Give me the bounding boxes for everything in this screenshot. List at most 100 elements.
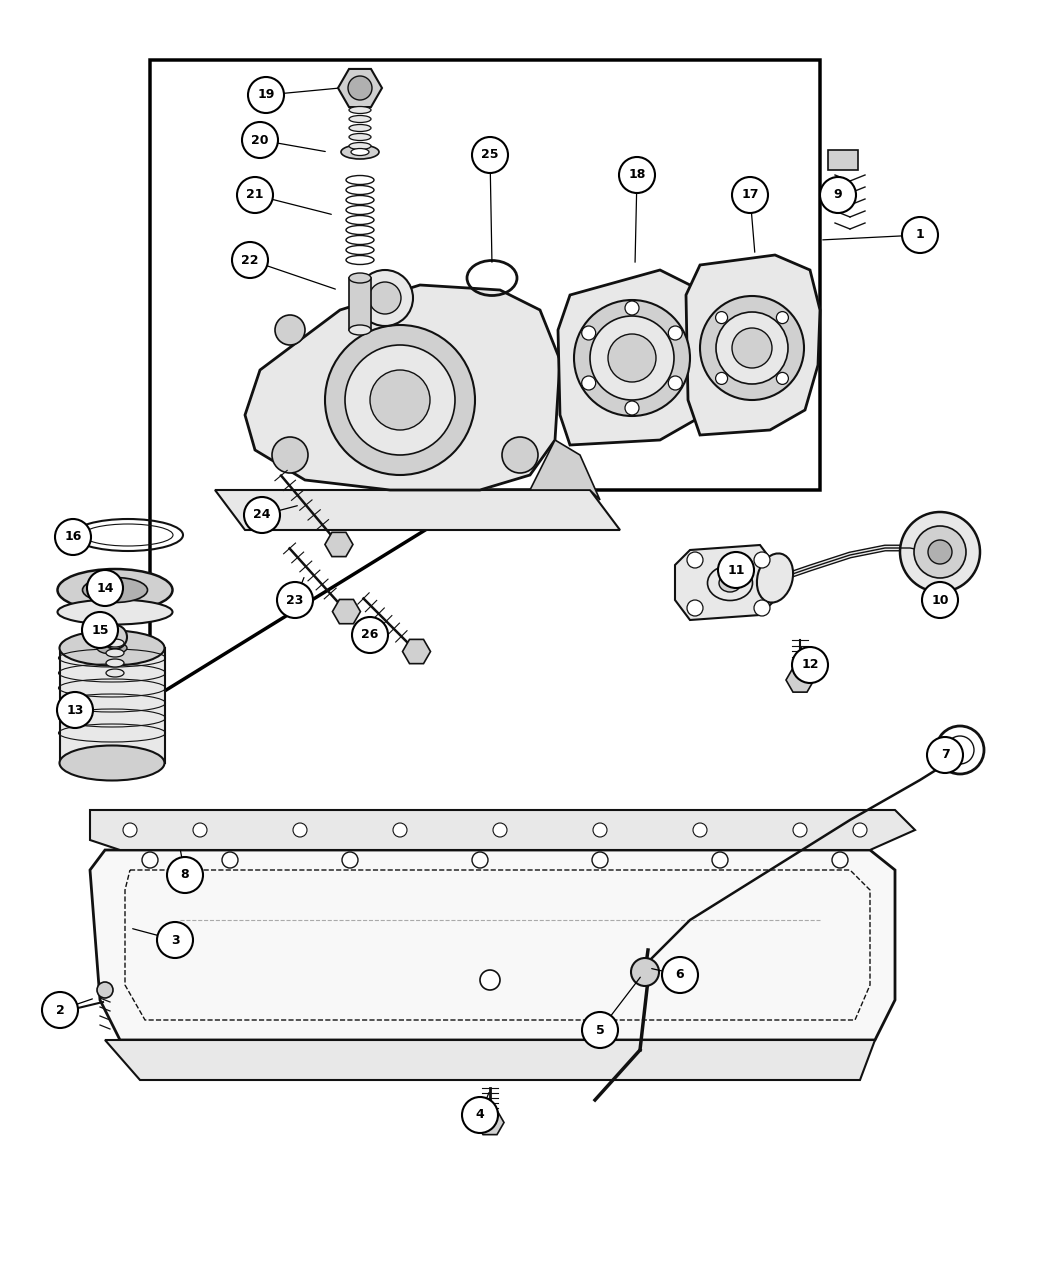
Ellipse shape bbox=[349, 325, 371, 335]
Circle shape bbox=[574, 300, 690, 416]
Circle shape bbox=[776, 372, 789, 384]
Ellipse shape bbox=[757, 553, 793, 603]
Circle shape bbox=[222, 852, 238, 868]
Circle shape bbox=[716, 372, 728, 384]
Ellipse shape bbox=[351, 148, 369, 156]
Circle shape bbox=[716, 312, 788, 384]
Circle shape bbox=[590, 316, 674, 400]
Circle shape bbox=[927, 737, 963, 773]
Circle shape bbox=[494, 822, 507, 836]
Text: 23: 23 bbox=[287, 593, 303, 607]
Ellipse shape bbox=[60, 631, 165, 666]
Ellipse shape bbox=[106, 639, 124, 646]
Circle shape bbox=[582, 376, 595, 390]
Circle shape bbox=[718, 552, 754, 588]
Ellipse shape bbox=[58, 569, 172, 611]
Circle shape bbox=[123, 822, 136, 836]
Circle shape bbox=[472, 136, 508, 173]
Polygon shape bbox=[558, 270, 710, 445]
Ellipse shape bbox=[349, 107, 371, 113]
Polygon shape bbox=[402, 639, 430, 664]
Circle shape bbox=[82, 612, 118, 648]
Text: 6: 6 bbox=[676, 969, 685, 982]
Circle shape bbox=[87, 570, 123, 606]
Polygon shape bbox=[338, 69, 382, 107]
Circle shape bbox=[193, 822, 207, 836]
Circle shape bbox=[462, 1096, 498, 1133]
Polygon shape bbox=[90, 850, 895, 1040]
Ellipse shape bbox=[349, 273, 371, 283]
Polygon shape bbox=[333, 599, 360, 623]
Text: 15: 15 bbox=[91, 623, 109, 636]
Circle shape bbox=[793, 822, 807, 836]
Bar bbox=[349, 278, 371, 330]
Circle shape bbox=[42, 992, 78, 1028]
Text: 20: 20 bbox=[251, 134, 269, 147]
Circle shape bbox=[922, 581, 958, 618]
Circle shape bbox=[272, 437, 308, 473]
Circle shape bbox=[914, 527, 966, 578]
Circle shape bbox=[348, 76, 372, 99]
Circle shape bbox=[776, 311, 789, 324]
Text: 16: 16 bbox=[64, 530, 82, 543]
Ellipse shape bbox=[341, 145, 379, 159]
Ellipse shape bbox=[106, 659, 124, 667]
Text: 2: 2 bbox=[56, 1003, 64, 1016]
Circle shape bbox=[57, 692, 93, 728]
Text: 8: 8 bbox=[181, 868, 189, 881]
Ellipse shape bbox=[349, 134, 371, 140]
Text: 1: 1 bbox=[916, 228, 924, 241]
Circle shape bbox=[754, 552, 770, 567]
Circle shape bbox=[593, 822, 607, 836]
Circle shape bbox=[55, 519, 91, 555]
Text: 4: 4 bbox=[476, 1108, 484, 1122]
Circle shape bbox=[732, 328, 772, 368]
Circle shape bbox=[853, 822, 867, 836]
Circle shape bbox=[242, 122, 278, 158]
Polygon shape bbox=[105, 1040, 875, 1080]
Circle shape bbox=[608, 334, 656, 382]
Polygon shape bbox=[245, 286, 560, 490]
Text: 25: 25 bbox=[481, 148, 499, 162]
Circle shape bbox=[582, 326, 595, 340]
Circle shape bbox=[687, 552, 704, 567]
Text: 22: 22 bbox=[242, 254, 258, 266]
Ellipse shape bbox=[58, 599, 172, 625]
Text: 12: 12 bbox=[801, 658, 819, 672]
Text: 24: 24 bbox=[253, 509, 271, 521]
Text: 5: 5 bbox=[595, 1024, 605, 1037]
Circle shape bbox=[625, 301, 639, 315]
Circle shape bbox=[820, 177, 856, 213]
Circle shape bbox=[902, 217, 938, 252]
Text: 11: 11 bbox=[728, 564, 744, 576]
Circle shape bbox=[357, 270, 413, 326]
Circle shape bbox=[620, 157, 655, 193]
Circle shape bbox=[832, 852, 848, 868]
Circle shape bbox=[103, 625, 127, 649]
Circle shape bbox=[97, 982, 113, 998]
Text: 13: 13 bbox=[66, 704, 84, 717]
Text: 10: 10 bbox=[931, 593, 949, 607]
Polygon shape bbox=[324, 533, 353, 557]
Circle shape bbox=[352, 617, 388, 653]
Ellipse shape bbox=[106, 649, 124, 657]
Ellipse shape bbox=[349, 143, 371, 149]
Circle shape bbox=[502, 437, 538, 473]
Text: 9: 9 bbox=[834, 189, 842, 201]
Text: 17: 17 bbox=[741, 189, 759, 201]
Circle shape bbox=[393, 822, 407, 836]
Ellipse shape bbox=[349, 125, 371, 131]
Text: 14: 14 bbox=[97, 581, 113, 594]
Circle shape bbox=[293, 822, 307, 836]
Polygon shape bbox=[786, 668, 814, 692]
Circle shape bbox=[142, 852, 157, 868]
Circle shape bbox=[248, 76, 284, 113]
Circle shape bbox=[369, 282, 401, 314]
Polygon shape bbox=[530, 440, 600, 500]
Circle shape bbox=[232, 242, 268, 278]
Ellipse shape bbox=[106, 669, 124, 677]
Circle shape bbox=[668, 326, 682, 340]
Circle shape bbox=[700, 296, 804, 400]
Circle shape bbox=[480, 970, 500, 989]
Circle shape bbox=[277, 581, 313, 618]
